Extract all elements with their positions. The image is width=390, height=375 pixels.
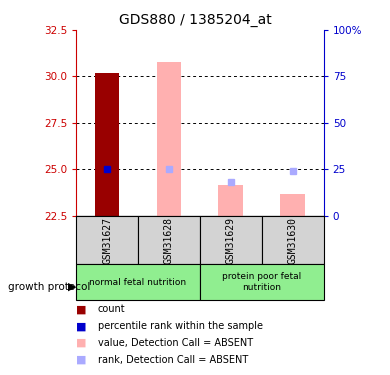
Bar [138,216,200,264]
Text: ■: ■ [76,321,87,331]
Text: rank, Detection Call = ABSENT: rank, Detection Call = ABSENT [98,355,248,365]
Text: ▶: ▶ [68,282,76,292]
Text: GDS880 / 1385204_at: GDS880 / 1385204_at [119,13,271,27]
Bar [262,216,324,264]
Text: GSM31629: GSM31629 [226,216,236,264]
Text: normal fetal nutrition: normal fetal nutrition [89,278,186,286]
Text: count: count [98,304,125,314]
Bar [200,264,324,300]
Text: ■: ■ [76,338,87,348]
Text: GSM31627: GSM31627 [102,216,112,264]
Bar [280,194,305,216]
Text: value, Detection Call = ABSENT: value, Detection Call = ABSENT [98,338,253,348]
Bar [76,264,200,300]
Text: ■: ■ [76,304,87,314]
Bar [156,62,181,216]
Bar [95,73,119,216]
Text: GSM31628: GSM31628 [164,216,174,264]
Bar [76,216,138,264]
Text: ■: ■ [76,355,87,365]
Text: growth protocol: growth protocol [8,282,90,292]
Bar [218,185,243,216]
Text: percentile rank within the sample: percentile rank within the sample [98,321,262,331]
Text: protein poor fetal
nutrition: protein poor fetal nutrition [222,273,301,292]
Text: GSM31630: GSM31630 [288,216,298,264]
Bar [200,216,262,264]
